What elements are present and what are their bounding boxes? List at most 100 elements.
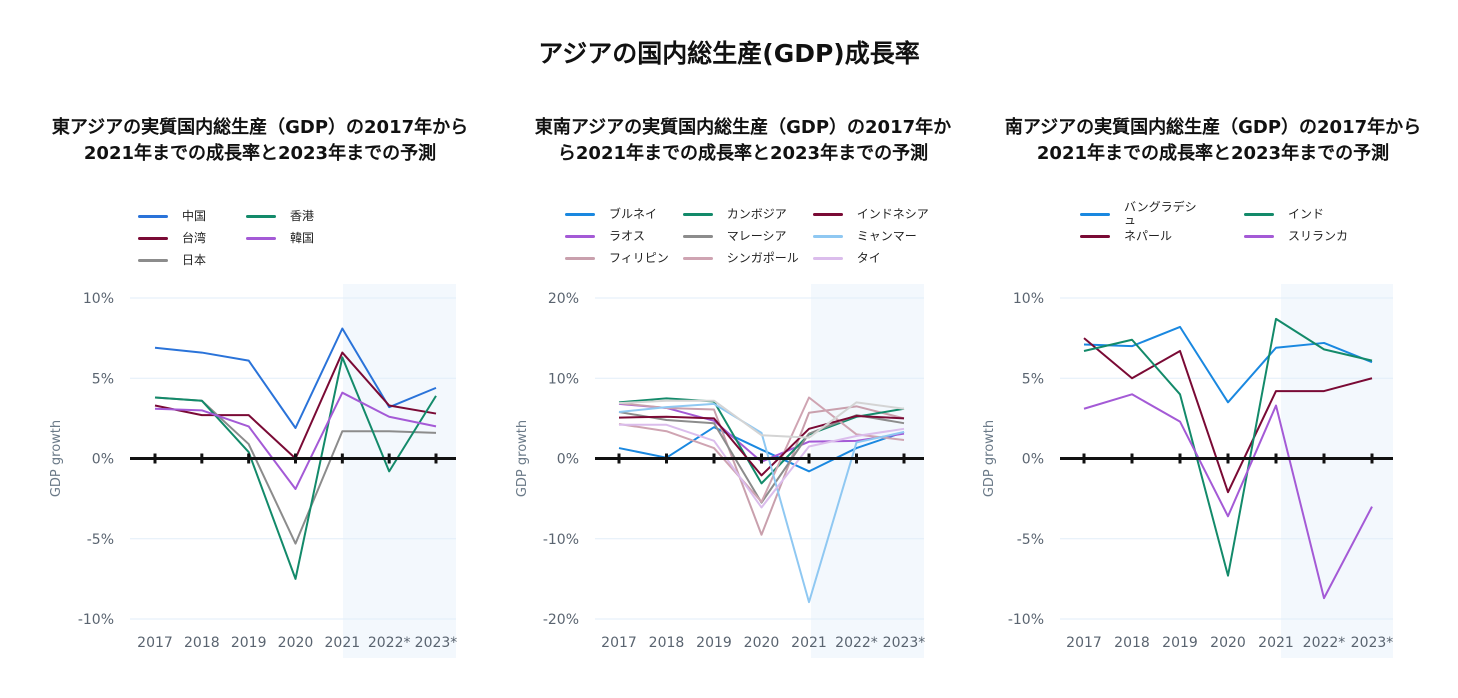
y-tick-label: 20%: [548, 291, 579, 307]
legend-label: 中国: [182, 208, 207, 223]
y-tick-label: -5%: [1017, 532, 1044, 548]
legend-item[interactable]: タイ: [812, 248, 929, 268]
y-tick-label: 10%: [1013, 291, 1044, 307]
legend-swatch: [812, 212, 843, 216]
series-line-香港: [154, 356, 437, 580]
x-tick-label: 2020: [1210, 635, 1246, 651]
legend-item[interactable]: マレーシア: [682, 226, 799, 246]
y-tick-label: -5%: [87, 532, 114, 548]
legend-label: 香港: [290, 208, 315, 223]
legend-item[interactable]: 中国: [138, 206, 206, 226]
legend-label: インド: [1288, 206, 1325, 221]
y-tick-label: -10%: [1008, 612, 1044, 628]
southeast-asia-chart-title: 東南アジアの実質国内総生産（GDP）の2017年から2021年までの成長率と20…: [534, 117, 952, 164]
series-line-インド: [1083, 317, 1373, 577]
legend-swatch: [1080, 212, 1110, 216]
legend-swatch: [138, 236, 168, 240]
legend-item[interactable]: ラオス: [565, 226, 669, 246]
forecast-shading: [1281, 284, 1393, 658]
x-tick-label: 2023*: [415, 635, 458, 651]
x-tick-label: 2019: [696, 635, 732, 651]
legend-swatch: [1244, 234, 1274, 238]
x-tick-label: 2023*: [1351, 635, 1394, 651]
chart-panel-0: 10% 5% 0% -5% -10% GDP growth 2017 2018 2019 2020…: [49, 284, 457, 658]
legend-label: タイ: [856, 250, 881, 265]
y-tick-label: 5%: [1022, 371, 1044, 387]
legend-item[interactable]: シンガポール: [682, 248, 799, 268]
x-tick-label: 2021: [325, 635, 361, 651]
legend-label: インドネシア: [856, 206, 929, 221]
x-tick-label: 2018: [649, 635, 685, 651]
x-tick-label: 2023*: [883, 635, 926, 651]
y-tick-label: 0%: [92, 452, 114, 468]
legend-item[interactable]: ネパール: [1080, 226, 1204, 246]
y-axis-label: GDP growth: [515, 420, 530, 497]
legend-swatch: [138, 258, 168, 262]
legend-swatch: [138, 214, 168, 218]
series-line-ネパール: [1083, 337, 1373, 494]
y-tick-label: -10%: [543, 532, 579, 548]
x-tick-label: 2017: [1066, 635, 1102, 651]
legend-swatch: [812, 256, 843, 260]
x-tick-label: 2022*: [835, 635, 878, 651]
legend-item[interactable]: フィリピン: [565, 248, 669, 268]
south-asia-chart-title: 南アジアの実質国内総生産（GDP）の2017年から2021年までの成長率と202…: [1004, 117, 1422, 164]
y-tick-label: 10%: [548, 371, 579, 387]
legend-swatch: [812, 234, 843, 238]
legend-item[interactable]: インド: [1244, 204, 1348, 224]
y-tick-label: 10%: [83, 291, 114, 307]
x-tick-label: 2021: [791, 635, 827, 651]
x-tick-label: 2021: [1258, 635, 1294, 651]
legend-swatch: [682, 256, 713, 260]
x-tick-label: 2022*: [368, 635, 411, 651]
legend-swatch: [246, 214, 277, 218]
series-line-中国: [154, 327, 437, 430]
y-tick-label: 0%: [1022, 452, 1044, 468]
series-line-ミャンマー: [618, 402, 905, 604]
legend-item[interactable]: 韓国: [246, 228, 314, 248]
legend-label: ネパール: [1124, 228, 1173, 243]
legend-swatch: [1080, 234, 1110, 238]
y-tick-label: -20%: [543, 612, 579, 628]
legend-item[interactable]: 台湾: [138, 228, 206, 248]
chart-panel-1: 20% 10% 0% -10% -20% GDP growth 2017 2018 2019 20…: [515, 284, 925, 658]
x-tick-label: 2020: [744, 635, 780, 651]
y-tick-label: -10%: [78, 612, 114, 628]
y-axis-label: GDP growth: [49, 420, 64, 497]
legend-item[interactable]: ミャンマー: [812, 226, 929, 246]
legend-swatch: [682, 234, 713, 238]
x-tick-label: 2022*: [1303, 635, 1346, 651]
legend-label: カンボジア: [726, 206, 787, 221]
legend-item[interactable]: 日本: [138, 250, 206, 270]
series-line-タイ: [619, 423, 905, 509]
legend-item[interactable]: カンボジア: [682, 204, 799, 224]
east-asia-chart-title: 東アジアの実質国内総生産（GDP）の2017年から2021年までの成長率と202…: [51, 117, 469, 164]
series-line-インドネシア: [618, 414, 905, 477]
y-tick-label: 5%: [92, 371, 114, 387]
legend-label: スリランカ: [1288, 228, 1349, 243]
series-line-スリランカ: [1083, 393, 1373, 600]
legend-item[interactable]: インドネシア: [812, 204, 929, 224]
legend-item[interactable]: ブルネイ: [565, 204, 669, 224]
legend-swatch: [246, 236, 277, 240]
legend-swatch: [682, 212, 713, 216]
legend-item[interactable]: 香港: [246, 206, 314, 226]
legend-label: 韓国: [290, 230, 315, 245]
legend-item[interactable]: スリランカ: [1244, 226, 1348, 246]
x-tick-label: 2018: [1114, 635, 1150, 651]
legend-label: フィリピン: [609, 250, 669, 265]
legend-item[interactable]: バングラデシュ: [1080, 201, 1204, 227]
east-asia-legend: 中国台湾 日本 香港韓国: [138, 206, 314, 270]
y-axis-label: GDP growth: [982, 420, 997, 497]
legend-swatch: [565, 212, 595, 216]
legend-label: マレーシア: [726, 228, 787, 243]
x-tick-label: 2020: [278, 635, 314, 651]
southeast-asia-legend: ブルネイラオスフィリピン カンボジアマレーシアシンガポール インドネシア ミャンマータ…: [565, 204, 929, 268]
x-tick-label: 2019: [231, 635, 267, 651]
series-line-バングラデシュ: [1083, 325, 1373, 404]
legend-label: ブルネイ: [609, 206, 658, 221]
x-tick-label: 2017: [137, 635, 173, 651]
main-title: アジアの国内総生産(GDP)成長率: [538, 39, 920, 68]
legend-label: ミャンマー: [856, 228, 917, 243]
